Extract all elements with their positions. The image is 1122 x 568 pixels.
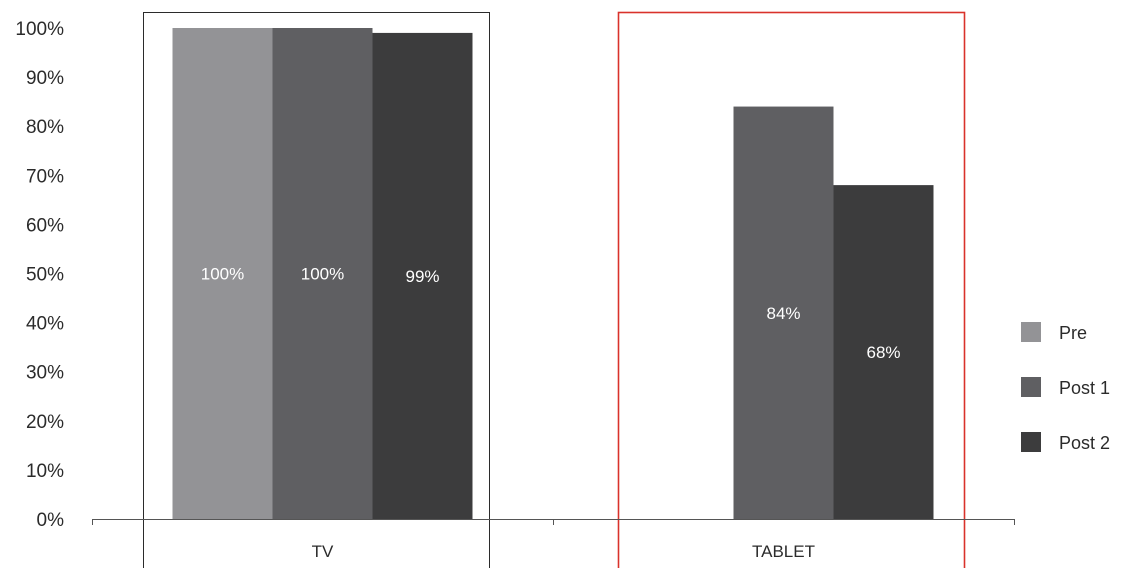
data-label: 84%: [766, 304, 800, 323]
bars: [172, 28, 934, 519]
y-tick-label: 30%: [26, 363, 64, 384]
legend-swatch: [1021, 432, 1041, 452]
bar: [733, 106, 834, 519]
data-label: 100%: [301, 265, 344, 284]
y-tick-label: 80%: [26, 117, 64, 138]
y-tick-label: 100%: [15, 19, 64, 40]
legend-label: Pre: [1059, 323, 1087, 343]
y-tick-label: 20%: [26, 412, 64, 433]
legend-label: Post 1: [1059, 378, 1110, 398]
legend-swatch: [1021, 322, 1041, 342]
x-tick-label: TV: [312, 542, 334, 561]
bar: [172, 28, 273, 519]
y-tick-label: 10%: [26, 461, 64, 482]
category-frame: [617, 11, 966, 568]
data-label: 68%: [866, 343, 900, 362]
data-label: 99%: [405, 267, 439, 286]
y-tick-label: 0%: [37, 510, 65, 531]
y-tick-label: 40%: [26, 314, 64, 335]
data-label: 100%: [201, 265, 244, 284]
legend-label: Post 2: [1059, 433, 1110, 453]
y-tick-label: 90%: [26, 68, 64, 89]
data-labels: 100% 100% 84% 99% 68%: [201, 265, 901, 363]
y-tick-label: 70%: [26, 166, 64, 187]
axes: 0% 10% 20% 30% 40% 50% 60% 70% 80% 90% 100% TV TABLE…: [15, 19, 1015, 561]
category-frames: [143, 11, 966, 568]
category-frame: [143, 12, 490, 568]
bar: [833, 185, 934, 519]
y-tick-label: 50%: [26, 265, 64, 286]
legend-swatch: [1021, 377, 1041, 397]
y-tick-label: 60%: [26, 215, 64, 236]
x-tick-label: TABLET: [752, 542, 815, 561]
legend: Pre Post 1 Post 2: [1021, 322, 1110, 453]
bar: [372, 32, 473, 519]
bar: [272, 28, 373, 519]
